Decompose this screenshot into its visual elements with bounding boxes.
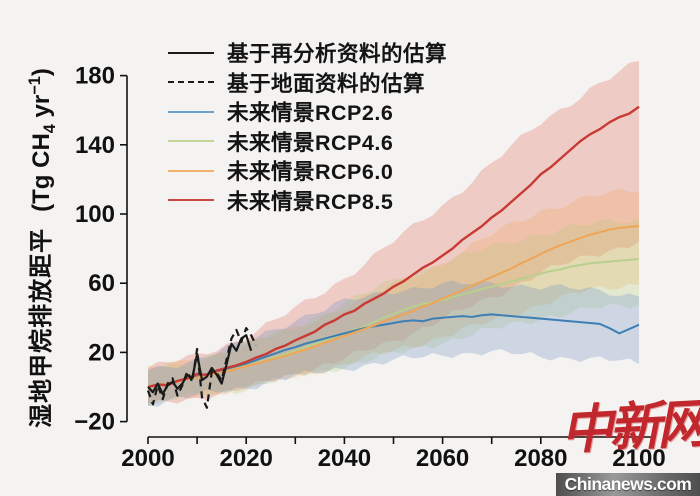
rcp26-line-swatch	[168, 110, 214, 113]
rcp60-band	[148, 188, 639, 404]
x-tick-label: 2020	[220, 445, 273, 472]
rcp85-line-swatch	[168, 199, 214, 202]
y-tick-label: 180	[75, 63, 115, 90]
chinanews-site-text: Chinanews.com	[564, 474, 692, 494]
x-tick-label: 2100	[612, 445, 665, 472]
y-tick-label: 60	[88, 270, 115, 297]
chinanews-banner: Chinanews.com	[556, 473, 700, 496]
rcp85-band	[148, 60, 639, 407]
solid-line-swatch	[168, 51, 214, 54]
obs-solid-line	[147, 334, 253, 396]
legend-label: 基于再分析资料的估算	[227, 42, 448, 67]
legend-item-reanalysis: 基于再分析资料的估算	[168, 38, 447, 68]
legend-label: 未来情景RCP4.6	[227, 130, 394, 155]
legend-label: 基于地面资料的估算	[227, 71, 426, 96]
y-tick-label: 140	[75, 132, 115, 159]
chinanews-logo: 中新网	[559, 396, 700, 461]
rcp85-line	[147, 105, 640, 389]
dashed-line-swatch	[168, 81, 214, 84]
legend-item-rcp85: 未来情景RCP8.5	[168, 186, 447, 216]
legend-item-ground: 基于地面资料的估算	[168, 68, 447, 98]
x-tick-label: 2040	[318, 445, 371, 472]
y-tick-label: 20	[88, 339, 115, 366]
rcp60-line	[147, 225, 640, 388]
y-tick-label: 100	[75, 201, 115, 228]
rcp60-line-swatch	[168, 169, 214, 172]
x-tick-label: 2060	[416, 445, 469, 472]
legend-item-rcp60: 未来情景RCP6.0	[168, 156, 447, 186]
legend-label: 未来情景RCP6.0	[227, 160, 394, 185]
legend-label: 未来情景RCP2.6	[227, 101, 394, 126]
y-tick-label: −20	[74, 409, 115, 436]
legend-item-rcp26: 未来情景RCP2.6	[168, 97, 447, 127]
legend-label: 未来情景RCP8.5	[227, 189, 394, 214]
x-tick-label: 2080	[514, 445, 567, 472]
x-tick-label: 2000	[121, 445, 174, 472]
rcp46-line-swatch	[168, 140, 214, 143]
legend-item-rcp46: 未来情景RCP4.6	[168, 127, 447, 157]
chart-legend: 基于再分析资料的估算 基于地面资料的估算 未来情景RCP2.6 未来情景RCP4…	[168, 38, 447, 215]
rcp46-line	[147, 257, 640, 388]
rcp26-band	[148, 280, 639, 407]
obs-dashed-line	[146, 327, 258, 409]
